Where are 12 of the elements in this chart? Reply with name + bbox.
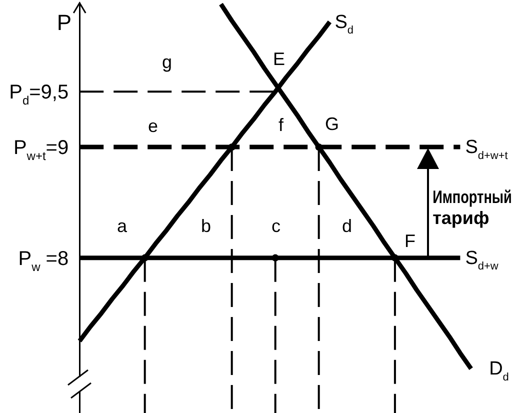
annotation: F (404, 231, 416, 251)
annotation: g (162, 52, 172, 72)
annotation: e (148, 116, 158, 136)
annotation: c (272, 216, 280, 236)
annotation: d (342, 216, 352, 236)
annotation: b (200, 216, 212, 236)
annotation: a (116, 216, 128, 236)
annotation: f (278, 115, 284, 135)
y-axis-title: P (56, 10, 72, 35)
annotation: Импортный тариф (432, 188, 512, 228)
annotation: E (272, 49, 286, 69)
annotation: G (325, 114, 340, 134)
